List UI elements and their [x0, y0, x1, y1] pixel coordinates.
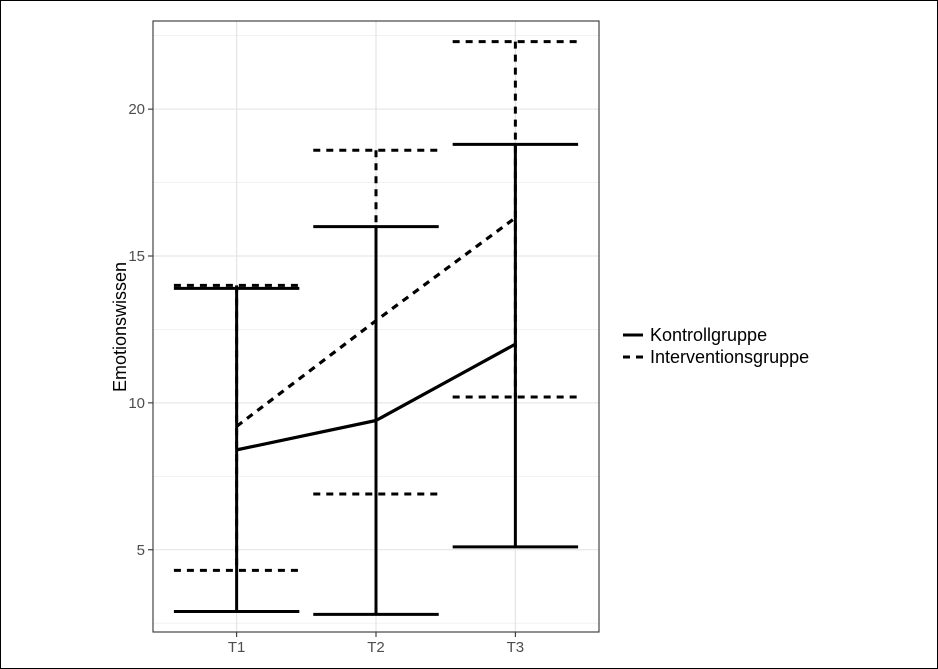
series-line-kontrollgruppe	[236, 342, 517, 452]
axes: 5 10 15 20 T1 T2 T3	[128, 20, 600, 656]
y-axis-title: Emotionswissen	[110, 262, 130, 392]
x-tick-label-t3: T3	[507, 639, 525, 656]
series-lines	[235, 216, 517, 452]
series-line-interventionsgruppe	[235, 216, 517, 428]
y-tick-label-15: 15	[128, 248, 145, 265]
y-tick-label-20: 20	[128, 101, 145, 118]
legend-label-kontrollgruppe: Kontrollgruppe	[650, 325, 767, 345]
y-tick-label-10: 10	[128, 395, 145, 412]
y-tick-label-5: 5	[137, 542, 145, 559]
x-tick-label-t1: T1	[228, 639, 246, 656]
legend-label-interventionsgruppe: Interventionsgruppe	[650, 347, 809, 367]
x-tick-label-t2: T2	[367, 639, 385, 656]
